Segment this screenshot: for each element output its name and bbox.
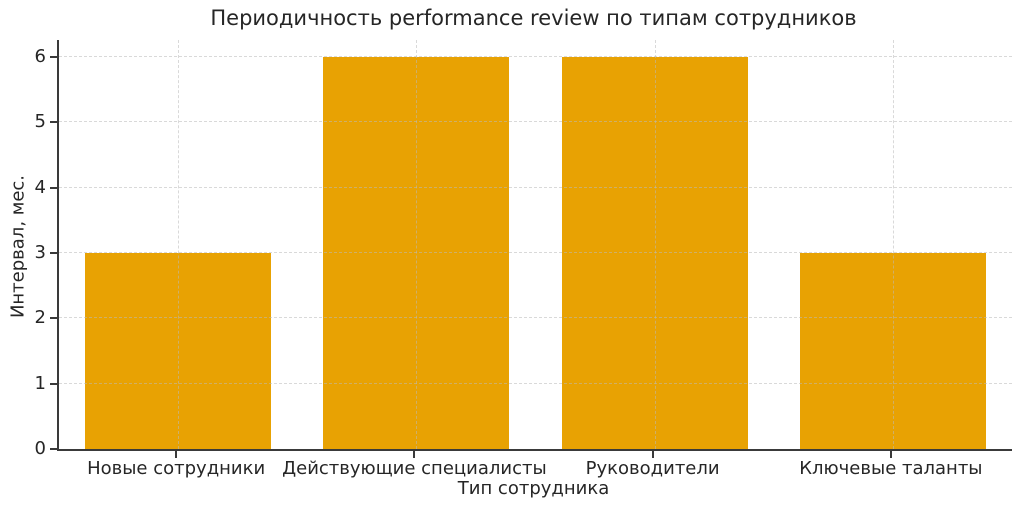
x-tick-mark [413, 451, 416, 458]
x-grid-line [892, 40, 894, 449]
y-grid-line [59, 317, 1012, 319]
y-grid-line [59, 252, 1012, 253]
plot-area [57, 40, 1012, 451]
x-grid-line [654, 40, 656, 449]
y-tick-mark [50, 121, 57, 124]
y-tick-mark [50, 56, 57, 58]
y-tick-label: 4 [34, 176, 46, 198]
x-grid-line [178, 40, 180, 449]
y-tick-label: 3 [34, 242, 46, 263]
x-tick-mark [651, 451, 654, 458]
x-axis-label: Тип сотрудника [457, 478, 610, 499]
y-grid-line [59, 121, 1012, 123]
y-tick-mark [50, 186, 57, 189]
x-tick-label: Руководители [585, 458, 720, 479]
x-tick-mark [889, 451, 892, 458]
y-tick-label: 2 [34, 307, 46, 329]
y-tick-label: 6 [34, 46, 46, 67]
y-grid-line [59, 382, 1012, 384]
x-tick-label: Действующие специалисты [282, 458, 547, 479]
y-tick-label: 0 [34, 438, 46, 459]
y-grid-line [59, 186, 1012, 188]
chart-title: Периодичность performance review по типа… [210, 6, 857, 30]
x-grid-line [416, 40, 418, 449]
y-tick-mark [50, 448, 57, 450]
y-tick-mark [50, 382, 57, 385]
y-tick-mark [50, 317, 57, 320]
y-tick-mark [50, 252, 57, 254]
y-tick-label: 1 [34, 372, 46, 394]
x-tick-label: Ключевые таланты [799, 458, 983, 479]
x-tick-mark [175, 451, 178, 458]
x-tick-label: Новые сотрудники [87, 458, 266, 479]
y-tick-label: 5 [34, 111, 46, 133]
y-grid-line [59, 56, 1012, 57]
